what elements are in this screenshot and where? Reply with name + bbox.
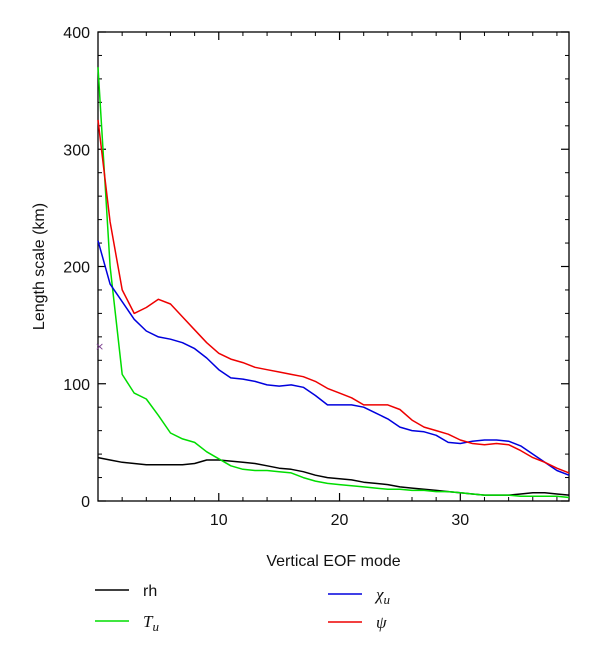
x-tick-label: 20 bbox=[331, 512, 349, 529]
series-line-left-2 bbox=[97, 67, 570, 499]
legend-label: Tu bbox=[143, 612, 159, 634]
y-tick-label: 100 bbox=[63, 377, 90, 394]
series-line-right-1 bbox=[97, 240, 570, 476]
x-axis-title: Vertical EOF mode bbox=[266, 553, 400, 570]
y-tick-label: 400 bbox=[63, 25, 90, 42]
series-line-right-2 bbox=[97, 119, 570, 474]
legend-label: rh bbox=[143, 583, 157, 600]
legend-label: ψ bbox=[376, 613, 387, 632]
x-tick-label: 30 bbox=[451, 512, 469, 529]
stray-mark: × bbox=[95, 340, 104, 353]
series-layer bbox=[97, 67, 570, 499]
x-axis-ticks: 10 20 30 bbox=[121, 32, 558, 529]
y-axis-ticks: 0 100 200 300 400 bbox=[63, 25, 569, 511]
legend: rh Tu χu ψ bbox=[95, 583, 390, 634]
series-line-left-1 bbox=[97, 456, 570, 496]
legend-label: χu bbox=[374, 585, 390, 607]
x-tick-label: 10 bbox=[210, 512, 228, 529]
y-tick-label: 300 bbox=[63, 142, 90, 159]
y-tick-label: 0 bbox=[81, 494, 90, 511]
y-axis-title: Length scale (km) bbox=[31, 203, 48, 330]
y-tick-label: 200 bbox=[63, 260, 90, 277]
